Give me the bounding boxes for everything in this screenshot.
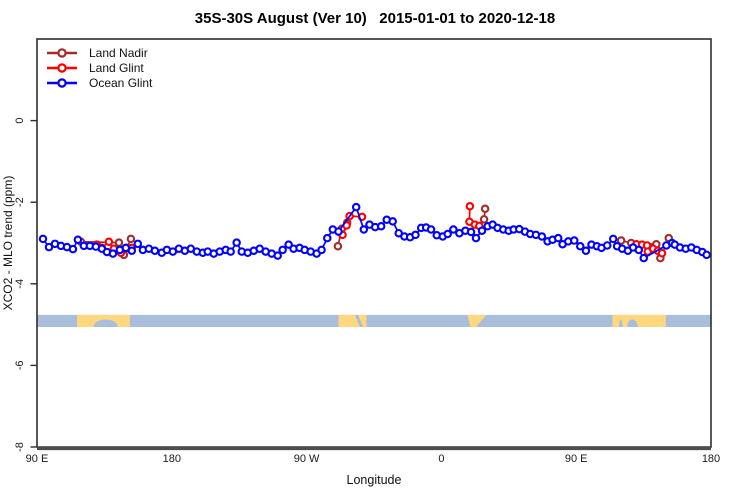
data-point bbox=[471, 233, 481, 243]
data-point bbox=[702, 250, 711, 260]
data-point bbox=[108, 249, 118, 258]
data-point bbox=[449, 225, 458, 234]
data-point bbox=[411, 230, 420, 240]
data-point bbox=[376, 222, 386, 231]
data-point bbox=[657, 248, 667, 258]
data-point bbox=[278, 245, 287, 255]
data-point bbox=[323, 233, 332, 243]
legend-label-ocean-glint: Ocean Glint bbox=[89, 75, 153, 90]
data-point bbox=[616, 236, 626, 245]
land-ocean-band bbox=[37, 314, 711, 328]
data-point bbox=[127, 246, 137, 256]
land-patch bbox=[467, 314, 487, 328]
data-point bbox=[68, 244, 78, 254]
data-point bbox=[73, 235, 83, 244]
legend-label-land-nadir: Land Nadir bbox=[89, 45, 148, 60]
y-tick-label: -6 bbox=[14, 361, 26, 371]
y-tick-label: -2 bbox=[14, 197, 26, 207]
data-point bbox=[133, 239, 143, 249]
data-point bbox=[553, 233, 563, 243]
legend-marker-ocean-glint-icon bbox=[47, 77, 77, 88]
data-point bbox=[581, 246, 591, 256]
data-point bbox=[334, 227, 343, 236]
data-point bbox=[480, 204, 490, 213]
data-point bbox=[608, 234, 618, 244]
data-point bbox=[333, 242, 343, 251]
legend-marker-land-nadir-icon bbox=[47, 47, 77, 58]
ocean-notch bbox=[618, 319, 623, 328]
y-tick-label: -8 bbox=[14, 442, 26, 452]
x-axis-label: Longitude bbox=[346, 473, 402, 487]
x-tick-label: 90 E bbox=[26, 453, 49, 465]
data-point bbox=[150, 246, 160, 256]
data-point bbox=[317, 245, 326, 255]
data-point bbox=[226, 247, 235, 256]
legend: Land Nadir Land Glint Ocean Glint bbox=[46, 45, 152, 90]
data-point bbox=[104, 237, 114, 247]
ocean-notch bbox=[627, 319, 638, 328]
data-point bbox=[575, 242, 585, 251]
ocean-glint-series bbox=[38, 202, 711, 263]
data-point bbox=[634, 245, 644, 255]
data-point bbox=[477, 226, 487, 236]
ocean-notch bbox=[355, 314, 363, 328]
data-point bbox=[570, 236, 579, 245]
ocean-notch bbox=[93, 319, 118, 328]
data-point bbox=[602, 241, 612, 250]
data-point bbox=[114, 238, 124, 247]
y-axis-label: XCO2 - MLO trend (ppm) bbox=[1, 175, 15, 311]
data-point bbox=[351, 202, 361, 212]
legend-item-land-nadir: Land Nadir bbox=[46, 45, 152, 60]
x-tick-label: 90 E bbox=[565, 453, 588, 465]
data-point bbox=[426, 225, 436, 234]
data-point bbox=[232, 238, 241, 247]
data-point bbox=[359, 225, 369, 234]
data-point bbox=[38, 234, 48, 244]
x-tick-label: 0 bbox=[438, 453, 444, 465]
data-point bbox=[479, 215, 489, 224]
legend-marker-land-glint-icon bbox=[47, 62, 77, 73]
data-point bbox=[465, 202, 475, 211]
x-tick-label: 180 bbox=[163, 453, 181, 465]
y-tick-label: 0 bbox=[14, 118, 26, 124]
y-tick-label: -4 bbox=[14, 279, 26, 289]
data-point bbox=[126, 234, 136, 244]
x-tick-label: 180 bbox=[702, 453, 720, 465]
legend-item-ocean-glint: Ocean Glint bbox=[46, 75, 152, 90]
x-tick-label: 90 W bbox=[294, 453, 320, 465]
data-point bbox=[639, 253, 648, 263]
ocean-band bbox=[37, 314, 711, 328]
data-point bbox=[466, 227, 476, 237]
data-point bbox=[388, 217, 397, 226]
chart-title: 35S-30S August (Ver 10) 2015-01-01 to 20… bbox=[194, 10, 556, 27]
legend-label-land-glint: Land Glint bbox=[89, 60, 144, 75]
data-point bbox=[44, 242, 54, 252]
data-point bbox=[443, 229, 452, 239]
legend-item-land-glint: Land Glint bbox=[46, 60, 152, 75]
data-point bbox=[537, 232, 547, 241]
land-patch bbox=[612, 314, 666, 328]
data-point bbox=[273, 251, 282, 260]
